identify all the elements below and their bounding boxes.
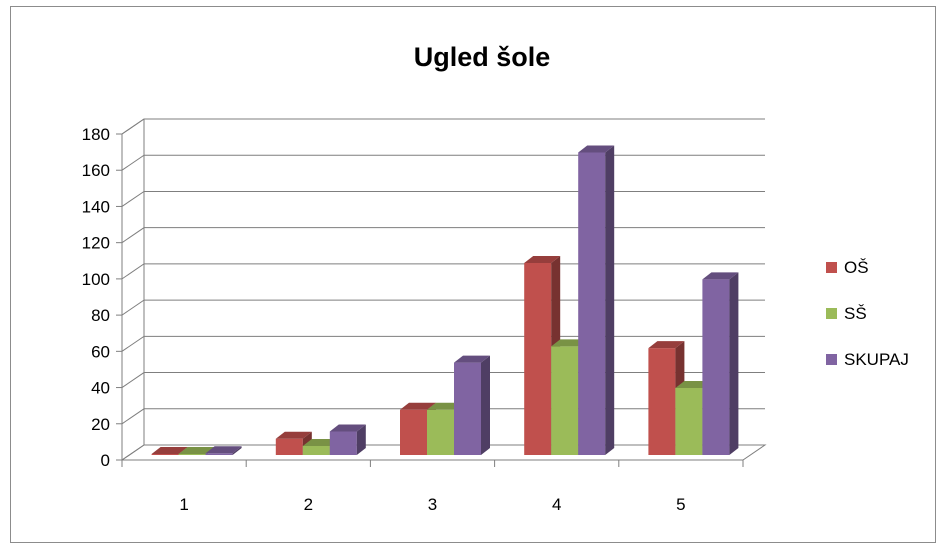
legend-label: SKUPAJ: [844, 350, 909, 369]
legend-swatch: [826, 308, 837, 319]
bar-front: [151, 454, 179, 455]
y-tick-label: 80: [91, 306, 110, 325]
bar-top: [205, 446, 242, 454]
y-tick-label: 160: [82, 161, 110, 180]
legend-item: SKUPAJ: [826, 350, 909, 369]
bar-top: [578, 145, 615, 153]
bars: [151, 145, 739, 456]
gridline: [121, 154, 765, 171]
bar-top: [702, 272, 739, 280]
bar-side: [729, 272, 739, 455]
bar-front: [675, 387, 703, 455]
y-tick-label: 20: [91, 415, 110, 434]
bar-front: [578, 152, 606, 456]
bar-top: [648, 341, 685, 349]
bar-side: [481, 355, 490, 455]
bar-front: [551, 346, 579, 455]
legend-swatch: [826, 354, 837, 365]
x-tick-label: 2: [304, 495, 313, 514]
y-tick-label: 0: [101, 451, 110, 470]
y-tick-label: 60: [91, 342, 110, 361]
bar-top: [524, 256, 561, 264]
bar-front: [454, 362, 481, 455]
side-wall: [121, 118, 145, 460]
bar-front: [427, 409, 454, 455]
y-tick-label: 120: [82, 234, 110, 253]
bar-front: [400, 409, 427, 455]
bar: [205, 446, 242, 455]
bar-top: [454, 355, 490, 363]
bar: [702, 272, 739, 455]
legend-item: OŠ: [826, 258, 869, 277]
gridline: [121, 190, 765, 207]
bar: [329, 424, 366, 455]
legend-label: SŠ: [844, 304, 867, 323]
bar-front: [178, 454, 206, 455]
bar-top: [178, 447, 215, 454]
bar-front: [275, 438, 303, 455]
bar-side: [356, 424, 366, 455]
gridline: [121, 299, 765, 316]
bar-side: [232, 446, 242, 455]
bar-front: [648, 348, 676, 455]
gridline: [121, 227, 765, 244]
x-tick-label: 4: [552, 495, 561, 514]
bar-top: [275, 431, 312, 439]
bar-front: [524, 263, 552, 455]
bar-top: [400, 402, 436, 410]
y-axis-ticks: 0 20 40 60 80 100 120 140 160 180: [82, 125, 110, 470]
gridline: [121, 118, 765, 135]
bar-top: [151, 447, 188, 454]
y-tick-label: 180: [82, 125, 110, 144]
legend: OŠ SŠ SKUPAJ: [826, 258, 909, 369]
bar-front: [302, 445, 330, 455]
bar-front: [702, 279, 730, 455]
bar: [578, 145, 615, 456]
bar-front: [205, 453, 233, 455]
gridline: [121, 263, 765, 280]
bar-side: [605, 145, 615, 456]
x-tick-label: 5: [676, 495, 685, 514]
x-axis-ticks: 1 2 3 4 5: [179, 495, 685, 514]
bar: [454, 355, 490, 455]
y-tick-label: 100: [82, 270, 110, 289]
x-tick-label: 1: [179, 495, 188, 514]
legend-swatch: [826, 262, 837, 273]
bar-top: [329, 424, 366, 432]
x-tick-label: 3: [428, 495, 437, 514]
legend-label: OŠ: [844, 258, 869, 277]
bar-front: [329, 431, 357, 455]
legend-item: SŠ: [826, 304, 867, 323]
y-tick-label: 140: [82, 197, 110, 216]
chart-title: Ugled šole: [414, 42, 551, 72]
y-tick-label: 40: [91, 379, 110, 398]
